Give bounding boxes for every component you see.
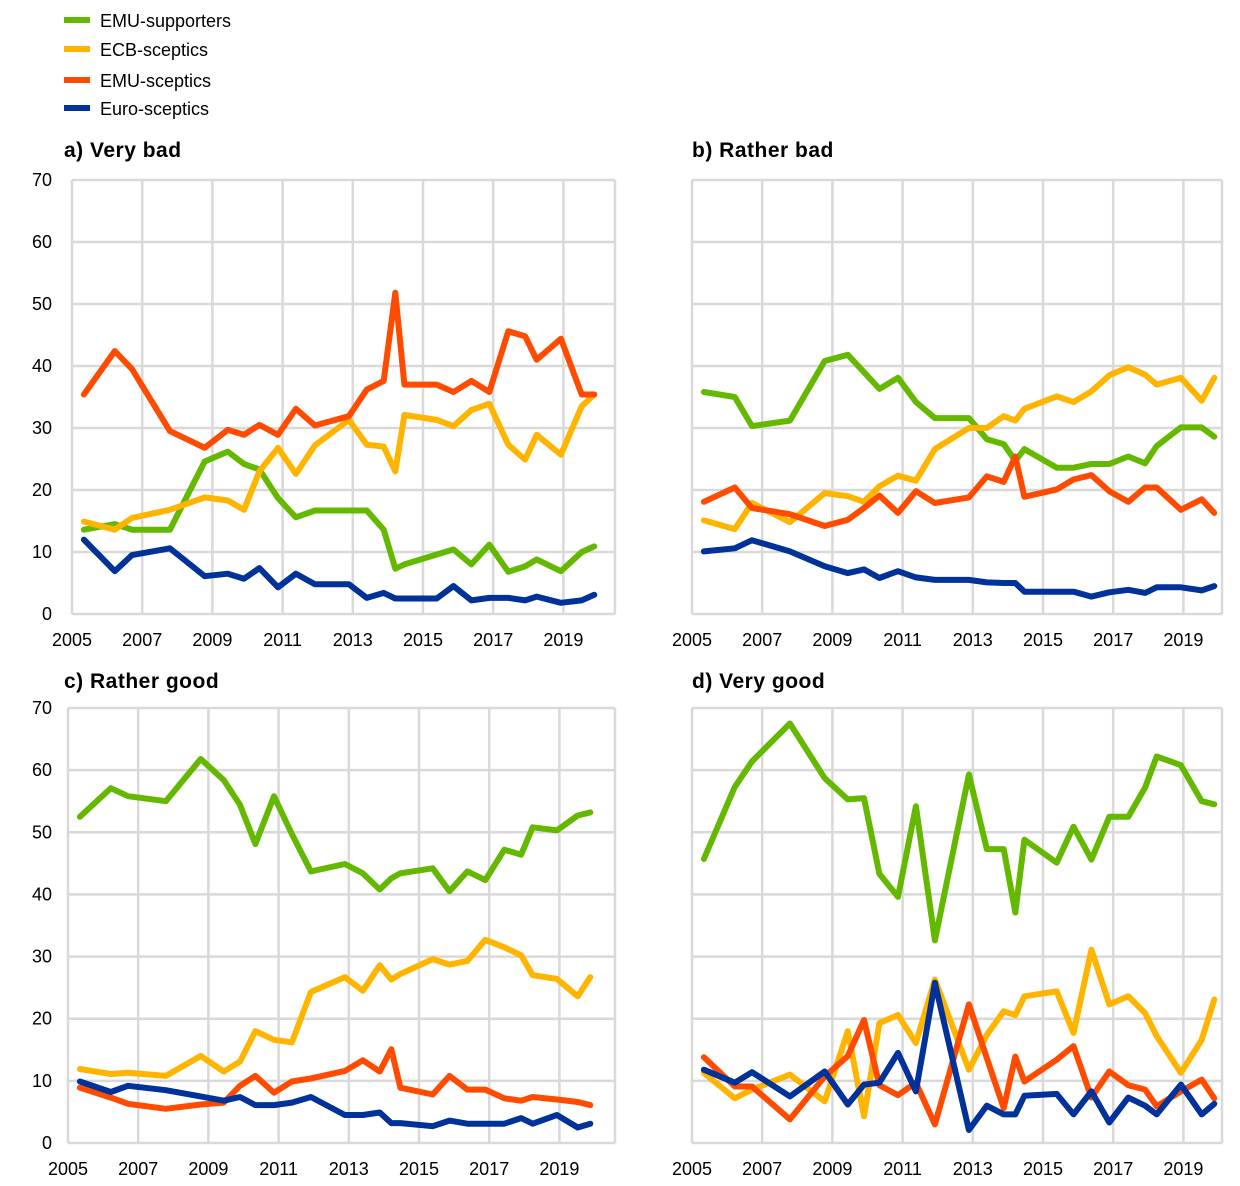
x-tick-label: 2019 bbox=[1163, 630, 1203, 650]
series-line-emu-sceptics bbox=[80, 289, 598, 451]
x-tick-label: 2005 bbox=[672, 630, 712, 650]
x-tick-label: 2013 bbox=[329, 1159, 369, 1179]
panel-title: b) Rather bad bbox=[692, 139, 834, 162]
y-tick-label: 10 bbox=[32, 542, 52, 562]
x-tick-label: 2019 bbox=[543, 630, 583, 650]
y-tick-label: 70 bbox=[32, 698, 52, 718]
series-line-emu-sceptics bbox=[76, 1046, 594, 1112]
panel-a: a) Very bad 2005 2007 2009 2011 2013 2015 2017 2… bbox=[32, 139, 617, 650]
x-tick-label: 2011 bbox=[263, 630, 302, 650]
legend-label: Euro-sceptics bbox=[100, 99, 209, 119]
x-tick-label: 2017 bbox=[1093, 1159, 1133, 1179]
series-line-emu-supporters bbox=[700, 720, 1218, 944]
legend-item: EMU-supporters bbox=[64, 11, 231, 31]
x-tick-label: 2005 bbox=[52, 630, 92, 650]
legend-item: ECB-sceptics bbox=[64, 40, 208, 60]
series-line-euro-sceptics bbox=[700, 979, 1218, 1133]
y-tick-label: 0 bbox=[42, 604, 52, 624]
series-line-emu-sceptics bbox=[700, 1001, 1218, 1128]
y-tick-label: 40 bbox=[32, 356, 52, 376]
y-tick-label: 40 bbox=[32, 884, 52, 904]
y-tick-label: 60 bbox=[32, 760, 52, 780]
x-tick-label: 2015 bbox=[399, 1159, 439, 1179]
series-line-ecb-sceptics bbox=[700, 364, 1218, 533]
x-tick-label: 2007 bbox=[742, 630, 782, 650]
x-tick-label: 2005 bbox=[672, 1159, 712, 1179]
series-line-emu-sceptics bbox=[700, 453, 1218, 529]
x-tick-label: 2011 bbox=[259, 1159, 298, 1179]
x-tick-label: 2007 bbox=[122, 630, 162, 650]
x-tick-label: 2005 bbox=[48, 1159, 88, 1179]
series-line-euro-sceptics bbox=[700, 537, 1218, 600]
gridlines bbox=[66, 706, 617, 1145]
legend-label: EMU-sceptics bbox=[100, 71, 211, 91]
panel-d: d) Very good 2005 2007 2009 2011 2013 2015 2017… bbox=[672, 670, 1224, 1179]
x-tick-label: 2017 bbox=[469, 1159, 509, 1179]
x-tick-label: 2019 bbox=[1163, 1159, 1203, 1179]
x-tick-label: 2007 bbox=[742, 1159, 782, 1179]
legend: EMU-supporters ECB-sceptics EMU-sceptics Eu… bbox=[64, 11, 231, 119]
panel-title: c) Rather good bbox=[64, 670, 219, 693]
x-tick-label: 2009 bbox=[812, 1159, 852, 1179]
y-tick-label: 20 bbox=[32, 1009, 52, 1029]
x-tick-label: 2011 bbox=[883, 630, 922, 650]
x-tick-label: 2015 bbox=[403, 630, 443, 650]
x-tick-label: 2009 bbox=[188, 1159, 228, 1179]
y-tick-label: 30 bbox=[32, 418, 52, 438]
x-tick-label: 2019 bbox=[539, 1159, 579, 1179]
series-line-euro-sceptics bbox=[76, 1078, 594, 1131]
y-tick-label: 70 bbox=[32, 170, 52, 190]
x-tick-label: 2017 bbox=[473, 630, 513, 650]
series-line-emu-supporters bbox=[700, 351, 1218, 471]
series-line-emu-supporters bbox=[76, 756, 594, 895]
x-tick-label: 2013 bbox=[333, 630, 373, 650]
x-tick-label: 2009 bbox=[812, 630, 852, 650]
gridlines bbox=[690, 178, 1224, 616]
x-tick-label: 2015 bbox=[1023, 630, 1063, 650]
y-tick-label: 0 bbox=[42, 1133, 52, 1153]
y-tick-label: 50 bbox=[32, 822, 52, 842]
series-line-ecb-sceptics bbox=[700, 946, 1218, 1120]
y-tick-label: 60 bbox=[32, 232, 52, 252]
y-tick-label: 10 bbox=[32, 1071, 52, 1091]
legend-label: ECB-sceptics bbox=[100, 40, 208, 60]
legend-item: Euro-sceptics bbox=[64, 99, 209, 119]
series-line-emu-supporters bbox=[80, 448, 598, 575]
panel-c: c) Rather good 2005 2007 2009 2011 2013 2015 20… bbox=[32, 670, 617, 1179]
x-tick-label: 2015 bbox=[1023, 1159, 1063, 1179]
panel-title: a) Very bad bbox=[64, 139, 182, 162]
panel-b: b) Rather bad 2005 2007 2009 2011 2013 2015 201… bbox=[672, 139, 1224, 650]
panel-title: d) Very good bbox=[692, 670, 825, 693]
y-tick-label: 20 bbox=[32, 480, 52, 500]
x-tick-label: 2013 bbox=[953, 630, 993, 650]
y-tick-label: 50 bbox=[32, 294, 52, 314]
x-tick-label: 2007 bbox=[118, 1159, 158, 1179]
x-tick-label: 2013 bbox=[953, 1159, 993, 1179]
series-line-ecb-sceptics bbox=[80, 391, 598, 533]
y-tick-label: 30 bbox=[32, 947, 52, 967]
x-tick-label: 2017 bbox=[1093, 630, 1133, 650]
x-tick-label: 2009 bbox=[192, 630, 232, 650]
series-line-euro-sceptics bbox=[80, 536, 598, 606]
series-line-ecb-sceptics bbox=[76, 936, 594, 1079]
legend-label: EMU-supporters bbox=[100, 11, 231, 31]
legend-item: EMU-sceptics bbox=[64, 71, 211, 91]
x-tick-label: 2011 bbox=[883, 1159, 922, 1179]
